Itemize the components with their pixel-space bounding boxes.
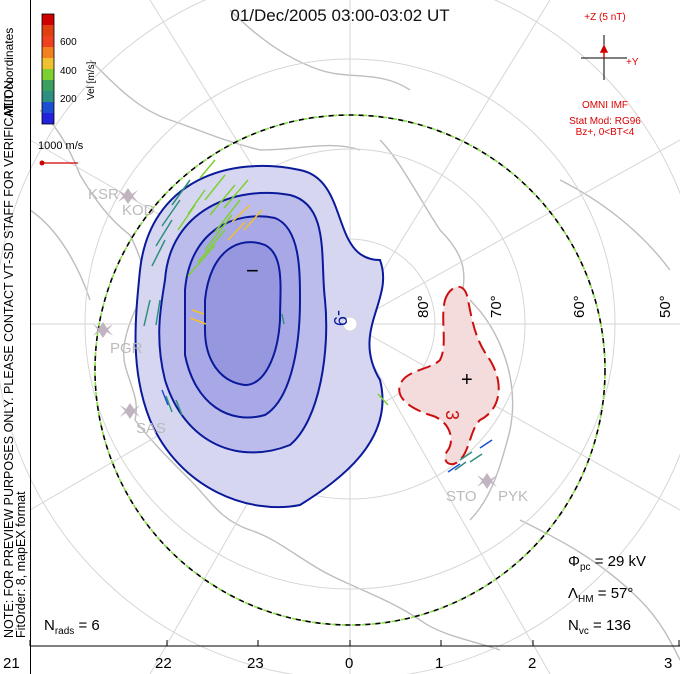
latitude-label-70: 70° bbox=[488, 295, 505, 318]
velocity-colorbar bbox=[41, 13, 55, 125]
potential-maximum-symbol: + bbox=[461, 369, 473, 391]
latitude-label-80: 80° bbox=[415, 295, 432, 318]
mlt-label-2: 2 bbox=[528, 655, 537, 672]
site-label-kod: KOD bbox=[122, 202, 155, 219]
imf-model-label: Stat Mod: RG96 bbox=[569, 116, 641, 127]
positive-potential-cell bbox=[398, 285, 500, 466]
latitude-label-60: 60° bbox=[571, 295, 588, 318]
nvc-subscript: vc bbox=[578, 626, 589, 637]
mlt-label-0: 0 bbox=[345, 655, 354, 672]
colorbar-label: Vel [m/s] bbox=[86, 61, 97, 100]
hm-boundary-latitude: ΛHM = 57° bbox=[568, 585, 633, 605]
velocity-scale-arrow bbox=[39, 160, 78, 166]
heppner-maynard-boundary bbox=[94, 114, 606, 626]
site-label-pgr: PGR bbox=[110, 340, 143, 357]
imf-z-label: +Z (5 nT) bbox=[584, 12, 626, 23]
lambda-symbol: Λ bbox=[568, 585, 579, 602]
vector-count: Nvc = 136 bbox=[568, 617, 631, 637]
imf-source-label: OMNI IMF bbox=[581, 100, 629, 111]
left-sidebar: MLT coordinates NOTE: FOR PREVIEW PURPOS… bbox=[0, 0, 31, 674]
cross-polar-potential: Φpc = 29 kV bbox=[568, 553, 646, 573]
nvc-symbol: N bbox=[568, 617, 579, 634]
lambda-value: = 57° bbox=[597, 585, 634, 602]
potential-minimum-symbol: − bbox=[246, 258, 259, 283]
fit-order-label: FitOrder: 8, mapEX format bbox=[14, 491, 28, 638]
magnetic-pole-marker bbox=[342, 316, 358, 332]
imf-condition-label: Bz+, 0<BT<4 bbox=[575, 127, 635, 138]
phi-value: = 29 kV bbox=[594, 553, 646, 570]
mlt-label-3: 3 bbox=[664, 655, 673, 672]
colorbar-tick-400: 400 bbox=[60, 66, 77, 77]
nvc-value: = 136 bbox=[593, 617, 631, 634]
nrads-value: = 6 bbox=[78, 617, 100, 634]
nrads-subscript: rads bbox=[54, 626, 75, 637]
coastlines bbox=[29, 9, 680, 661]
phi-subscript: pc bbox=[579, 562, 591, 573]
mlt-label-22: 22 bbox=[155, 655, 172, 672]
radar-count: Nrads = 6 bbox=[44, 617, 100, 637]
site-label-sas: SAS bbox=[136, 420, 167, 437]
radar-site-markers bbox=[93, 188, 497, 489]
colorbar-tick-600: 600 bbox=[60, 37, 77, 48]
phi-symbol: Φ bbox=[568, 553, 580, 570]
imf-y-label: +Y bbox=[626, 57, 639, 68]
colorbar-tick-200: 200 bbox=[60, 94, 77, 105]
site-label-sto: STO bbox=[446, 488, 477, 505]
velocity-vectors bbox=[143, 159, 493, 473]
velocity-scale-label: 1000 m/s bbox=[38, 140, 84, 152]
imf-vector bbox=[599, 44, 609, 58]
site-label-pyk: PYK bbox=[498, 488, 529, 505]
site-label-ksr: KSR bbox=[88, 186, 119, 203]
negative-contour-label: -9 bbox=[330, 310, 350, 326]
positive-contour-label: 3 bbox=[442, 410, 462, 420]
mlt-label-21: 21 bbox=[3, 655, 20, 672]
mlt-label-23: 23 bbox=[247, 655, 264, 672]
map-title: 01/Dec/2005 03:00-03:02 UT bbox=[230, 6, 450, 25]
mlt-label-1: 1 bbox=[435, 655, 444, 672]
lambda-subscript: HM bbox=[578, 594, 594, 605]
latitude-label-50: 50° bbox=[657, 295, 674, 318]
nrads-symbol: N bbox=[44, 617, 55, 634]
